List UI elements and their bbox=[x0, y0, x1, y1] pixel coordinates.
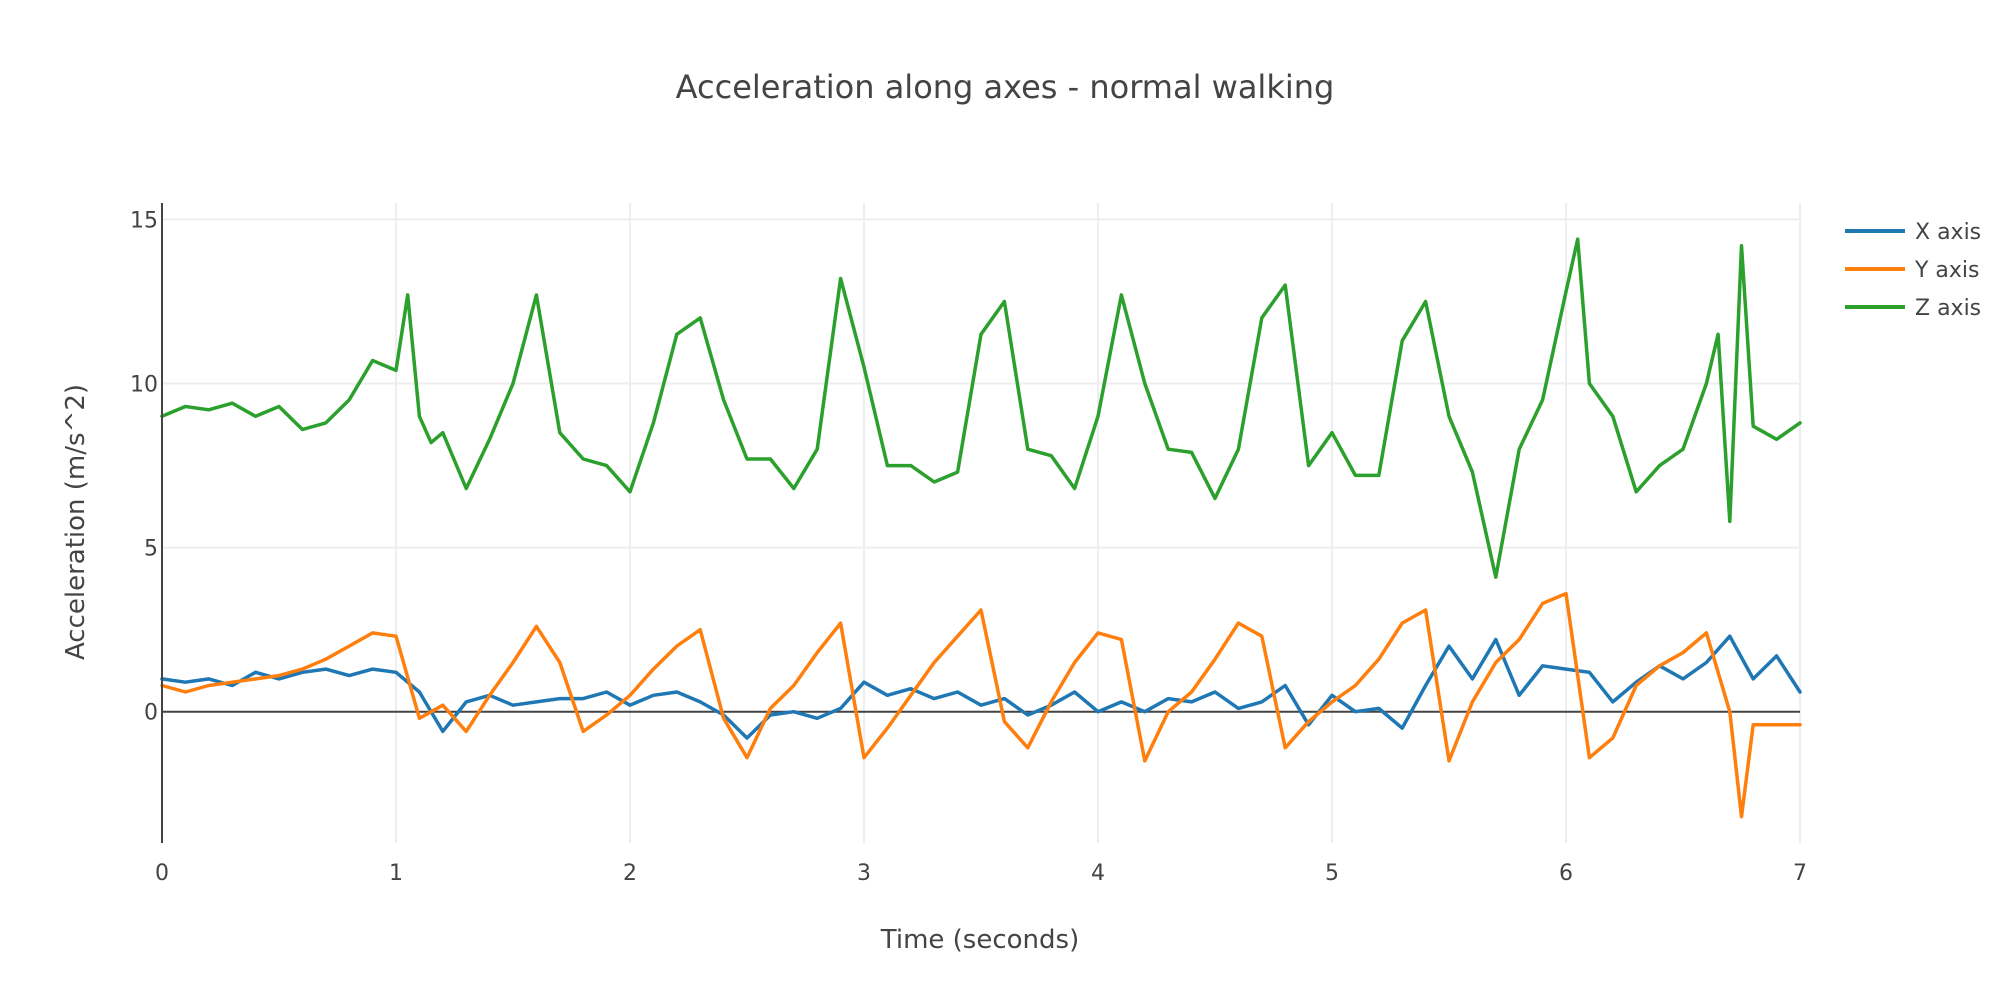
x-tick-label: 5 bbox=[1325, 861, 1339, 886]
y-tick-label: 5 bbox=[144, 537, 158, 562]
legend-label: X axis bbox=[1915, 220, 1981, 245]
chart-title: Acceleration along axes - normal walking bbox=[676, 68, 1335, 106]
x-tick-label: 0 bbox=[155, 861, 169, 886]
x-tick-label: 2 bbox=[623, 861, 637, 886]
y-tick-label: 15 bbox=[130, 208, 158, 233]
x-tick-label: 4 bbox=[1091, 861, 1105, 886]
y-tick-label: 0 bbox=[144, 701, 158, 726]
y-tick-label: 10 bbox=[130, 373, 158, 398]
y-axis-title: Acceleration (m/s^2) bbox=[61, 384, 91, 660]
legend-label: Z axis bbox=[1915, 296, 1981, 321]
series-line-y-axis bbox=[160, 591, 1802, 819]
series-line-x-axis bbox=[160, 634, 1802, 740]
x-tick-label: 7 bbox=[1793, 861, 1807, 886]
axis-layer: 0 1 2 3 4 5 6 7 0 5 10 15 bbox=[130, 203, 1807, 886]
series-layer bbox=[160, 237, 1802, 819]
x-tick-label: 1 bbox=[389, 861, 403, 886]
grid-layer bbox=[162, 203, 1801, 843]
legend: X axis Y axis Z axis bbox=[1845, 220, 1981, 321]
x-axis-title: Time (seconds) bbox=[880, 925, 1079, 955]
legend-label: Y axis bbox=[1914, 258, 1980, 283]
x-tick-label: 6 bbox=[1559, 861, 1573, 886]
series-line-z-axis bbox=[160, 237, 1802, 579]
x-tick-label: 3 bbox=[857, 861, 871, 886]
